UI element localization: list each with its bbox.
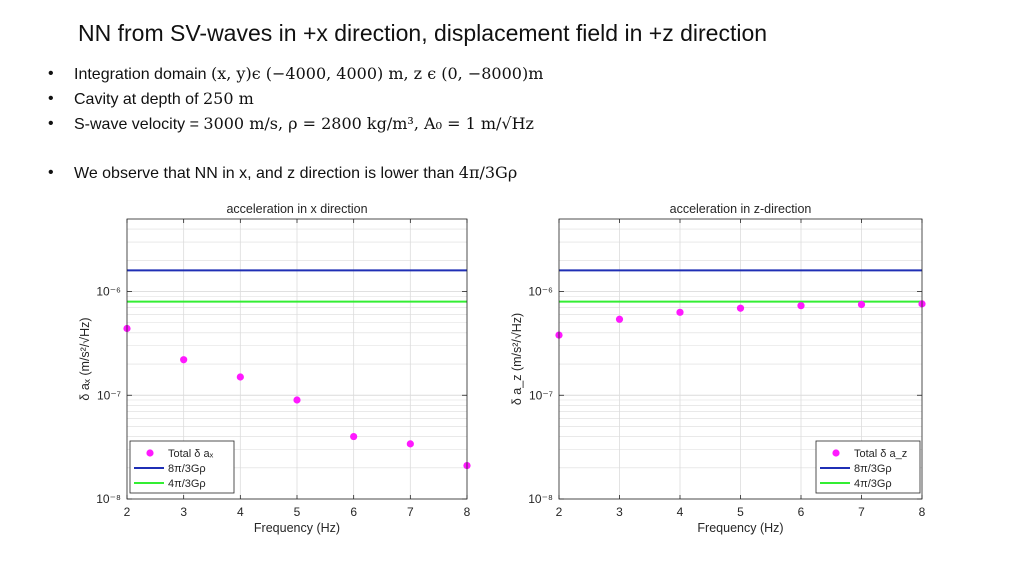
legend-label: 8π/3Gρ xyxy=(854,463,892,475)
data-point xyxy=(180,356,188,364)
bullet-math: 250 m xyxy=(202,89,254,108)
bullet-math: 4π/3Gρ xyxy=(458,163,518,182)
y-tick-label: 10⁻⁸ xyxy=(528,492,553,506)
bullet-text: Integration domain xyxy=(74,66,211,83)
data-point xyxy=(857,300,866,309)
data-point xyxy=(350,432,358,441)
x-axis-label: Frequency (Hz) xyxy=(254,521,340,535)
slide-title: NN from SV-waves in +x direction, displa… xyxy=(78,20,768,46)
legend-marker xyxy=(832,449,840,457)
y-tick-label: 10⁻⁸ xyxy=(96,492,121,506)
data-point xyxy=(797,302,805,310)
bullet-cavity-depth: Cavity at depth of 250 m xyxy=(48,87,543,112)
bullet-s-wave-velocity: S-wave velocity = 3000 m/s, ρ = 2800 kg/… xyxy=(48,112,543,137)
legend-marker xyxy=(146,449,154,457)
data-point xyxy=(406,440,414,448)
bullet-text: We observe that NN in x, and z direction… xyxy=(74,165,459,182)
chart-title: acceleration in x direction xyxy=(226,202,367,216)
x-tick-label: 3 xyxy=(180,505,187,519)
data-point xyxy=(236,373,244,381)
legend-label: 8π/3Gρ xyxy=(168,463,206,475)
x-tick-label: 8 xyxy=(464,505,471,519)
y-tick-label: 10⁻⁷ xyxy=(97,388,121,402)
y-tick-label: 10⁻⁶ xyxy=(96,285,121,299)
y-axis-label: δ a_z (m/s²/√Hz) xyxy=(510,313,524,405)
legend: Total δ aₓ 8π/3Gρ 4π/3Gρ xyxy=(129,440,235,494)
bullet-observation: We observe that NN in x, and z direction… xyxy=(48,161,543,186)
x-tick-label: 5 xyxy=(294,505,301,519)
legend-box xyxy=(815,440,921,494)
x-tick-label: 6 xyxy=(798,505,805,519)
legend-label: Total δ a_z xyxy=(854,448,907,460)
x-tick-label: 5 xyxy=(737,505,744,519)
data-point xyxy=(615,315,624,323)
y-tick-label: 10⁻⁷ xyxy=(529,388,553,402)
bullet-text: S-wave velocity = xyxy=(74,116,204,133)
x-tick-label: 4 xyxy=(677,505,684,519)
x-tick-label: 7 xyxy=(407,505,414,519)
y-axis-label: δ aₓ (m/s²/√Hz) xyxy=(78,317,92,400)
bullet-integration-domain: Integration domain (x, y)ϵ (−4000, 4000)… xyxy=(48,62,543,87)
bullet-text: Cavity at depth of xyxy=(74,91,203,108)
chart-acceleration-z: 2 3 4 5 6 7 8 10⁻⁸ 10⁻⁷ 10⁻⁶ acceleration in z-dir… xyxy=(510,202,926,535)
legend-label: 4π/3Gρ xyxy=(854,478,892,490)
y-tick-label: 10⁻⁶ xyxy=(528,285,553,299)
bullet-math: 3000 m/s, ρ = 2800 kg/m³, A₀ = 1 m/√Hz xyxy=(203,114,534,133)
chart-acceleration-x: 2 3 4 5 6 7 8 10⁻⁸ 10⁻⁷ 10⁻⁶ acceleration in x dir… xyxy=(78,202,471,535)
chart-title: acceleration in z-direction xyxy=(670,202,812,216)
x-axis-label: Frequency (Hz) xyxy=(697,521,783,535)
x-tick-label: 2 xyxy=(124,505,131,519)
bullet-math: (x, y)ϵ (−4000, 4000) m, z ϵ (0, −8000)m xyxy=(210,64,544,83)
data-point xyxy=(676,308,684,316)
legend-label: Total δ aₓ xyxy=(168,448,214,460)
data-point xyxy=(736,304,745,312)
x-tick-label: 3 xyxy=(616,505,623,519)
legend: Total δ a_z 8π/3Gρ 4π/3Gρ xyxy=(815,440,921,494)
x-tick-label: 2 xyxy=(556,505,563,519)
data-point xyxy=(293,396,301,404)
x-tick-label: 8 xyxy=(919,505,926,519)
x-tick-label: 4 xyxy=(237,505,244,519)
bullet-list: Integration domain (x, y)ϵ (−4000, 4000)… xyxy=(48,62,543,186)
x-tick-label: 7 xyxy=(858,505,865,519)
legend-label: 4π/3Gρ xyxy=(168,478,206,490)
x-tick-label: 6 xyxy=(350,505,357,519)
